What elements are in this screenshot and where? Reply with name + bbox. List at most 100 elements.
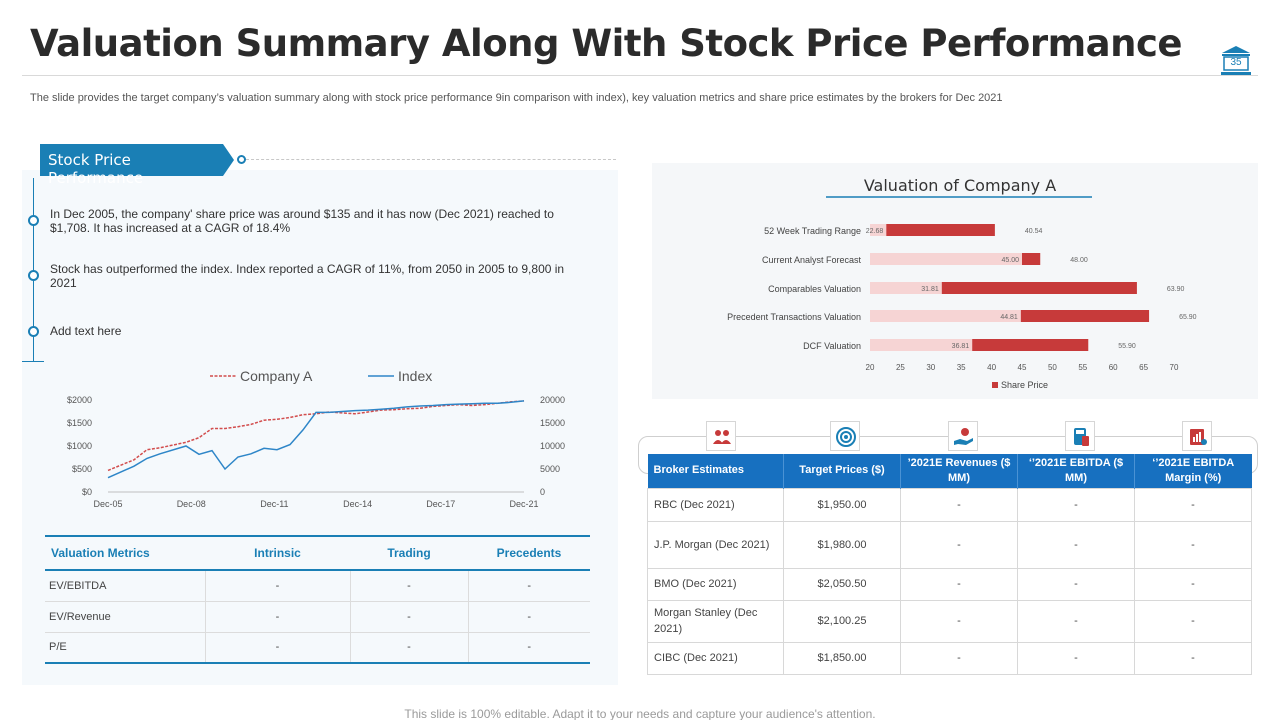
x-tick-label: Dec-21 xyxy=(509,499,538,509)
valuation-metrics-table: Valuation Metrics Intrinsic Trading Prec… xyxy=(45,535,590,664)
y-right-tick-label: 5000 xyxy=(540,464,560,474)
column-header: Trading xyxy=(350,535,468,571)
series-line-index xyxy=(107,400,525,479)
bar-range xyxy=(1020,310,1150,322)
table-row: CIBC (Dec 2021) $1,850.00 - - - xyxy=(647,641,1252,675)
table-cell: $1,850.00 xyxy=(783,641,901,675)
broker-icon-box xyxy=(706,421,736,451)
column-header: ‘’2021E EBITDA ($ MM) xyxy=(1017,454,1135,488)
table-cell: - xyxy=(204,632,350,664)
header-line-dot xyxy=(237,155,246,164)
table-cell: $1,980.00 xyxy=(783,520,901,569)
table-cell: - xyxy=(1017,520,1135,569)
table-cell: - xyxy=(900,599,1018,643)
bar-high-label: 65.90 xyxy=(1179,314,1197,321)
bank-icon xyxy=(1221,46,1251,75)
column-header: Intrinsic xyxy=(205,535,350,571)
bar-offset xyxy=(870,339,973,351)
calculator-icon xyxy=(1074,428,1089,446)
bar-low-label: 44.81 xyxy=(1000,314,1018,321)
stock-performance-header: Stock Price Performance xyxy=(40,144,234,187)
table-cell: - xyxy=(900,487,1018,522)
bar-offset xyxy=(870,253,1022,265)
page-title: Valuation Summary Along With Stock Price… xyxy=(30,22,1182,65)
table-cell: - xyxy=(467,632,590,664)
bar-low-label: 22.68 xyxy=(866,228,884,235)
y-right-tick-label: 20000 xyxy=(540,395,565,405)
stock-price-line-chart: $0 $500 $1000 $1500 $2000 0 5000 10000 15000 2000… xyxy=(67,368,565,509)
legend-label: Share Price xyxy=(1001,380,1048,390)
bar-high-label: 40.54 xyxy=(1025,228,1043,235)
table-cell: - xyxy=(204,570,350,602)
category-label: DCF Valuation xyxy=(803,341,861,351)
broker-icon-box xyxy=(1182,421,1212,451)
table-cell: $2,050.50 xyxy=(783,567,901,601)
table-cell: - xyxy=(900,520,1018,569)
table-cell: $1,950.00 xyxy=(783,487,901,522)
column-header: Precedents xyxy=(468,535,590,571)
table-header-row: Valuation Metrics Intrinsic Trading Prec… xyxy=(45,535,590,571)
x-tick-label: Dec-11 xyxy=(260,499,288,509)
bar-offset xyxy=(870,282,942,294)
bar-low-label: 31.81 xyxy=(921,286,939,293)
broker-icon-box xyxy=(948,421,978,451)
header-ribbon-shape xyxy=(40,144,234,176)
valuation-bar-chart: Valuation of Company A 52 Week Trading Ra… xyxy=(727,176,1197,390)
column-header: Broker Estimates xyxy=(647,454,784,488)
column-header: ’2021E Revenues ($ MM) xyxy=(900,454,1018,488)
bullet-text: Stock has outperformed the index. Index … xyxy=(50,262,565,290)
bar-range xyxy=(972,339,1089,351)
table-row: EV/Revenue - - - xyxy=(45,601,590,633)
page-subtitle: The slide provides the target company’s … xyxy=(30,92,1003,104)
y-right-tick-label: 15000 xyxy=(540,418,565,428)
column-header: Target Prices ($) xyxy=(783,454,901,488)
x-tick-label: Dec-14 xyxy=(343,499,372,509)
x-tick-label: 50 xyxy=(1048,363,1057,372)
table-cell: - xyxy=(204,601,350,633)
y-right-tick-label: 10000 xyxy=(540,441,565,451)
bar-offset xyxy=(870,310,1021,322)
table-row: P/E - - - xyxy=(45,632,590,664)
bar-high-label: 63.90 xyxy=(1167,286,1185,293)
table-cell: - xyxy=(900,567,1018,601)
x-tick-label: 70 xyxy=(1170,363,1179,372)
bar-range xyxy=(1022,253,1041,265)
table-cell: - xyxy=(467,570,590,602)
bar-range xyxy=(886,224,995,236)
timeline-foot xyxy=(22,361,44,362)
table-cell: - xyxy=(1017,487,1135,522)
legend-swatch xyxy=(992,382,998,388)
bullet-text: In Dec 2005, the company' share price wa… xyxy=(50,207,554,235)
y-left-tick-label: $0 xyxy=(82,487,92,497)
table-cell: - xyxy=(349,632,468,664)
table-row: RBC (Dec 2021) $1,950.00 - - - xyxy=(647,487,1252,522)
table-cell: RBC (Dec 2021) xyxy=(647,487,784,522)
title-divider xyxy=(22,75,1258,76)
x-tick-label: 65 xyxy=(1139,363,1148,372)
bar-low-label: 36.81 xyxy=(952,343,970,350)
timeline-dot xyxy=(28,215,39,226)
table-cell: - xyxy=(900,641,1018,675)
table-cell: - xyxy=(349,601,468,633)
broker-estimates-table: Broker Estimates Target Prices ($) ’2021… xyxy=(647,454,1252,675)
table-cell: - xyxy=(467,601,590,633)
y-left-tick-label: $1500 xyxy=(67,418,92,428)
table-cell: $2,100.25 xyxy=(783,599,901,643)
table-cell: - xyxy=(1134,520,1252,569)
y-right-tick-label: 0 xyxy=(540,487,545,497)
category-label: Precedent Transactions Valuation xyxy=(727,312,861,322)
timeline-dot xyxy=(28,326,39,337)
x-tick-label: 25 xyxy=(896,363,905,372)
chart-report-icon xyxy=(1190,429,1207,445)
x-tick-label: 60 xyxy=(1109,363,1118,372)
table-cell: - xyxy=(349,570,468,602)
x-tick-label: 20 xyxy=(866,363,875,372)
x-tick-label: 35 xyxy=(957,363,966,372)
table-cell: P/E xyxy=(45,632,205,664)
table-cell: J.P. Morgan (Dec 2021) xyxy=(647,520,784,569)
chart-title: Valuation of Company A xyxy=(864,176,1056,195)
x-tick-label: Dec-08 xyxy=(177,499,206,509)
table-header-row: Broker Estimates Target Prices ($) ’2021… xyxy=(647,454,1252,488)
bullet-text: Add text here xyxy=(50,324,122,338)
table-row: EV/EBITDA - - - xyxy=(45,570,590,602)
